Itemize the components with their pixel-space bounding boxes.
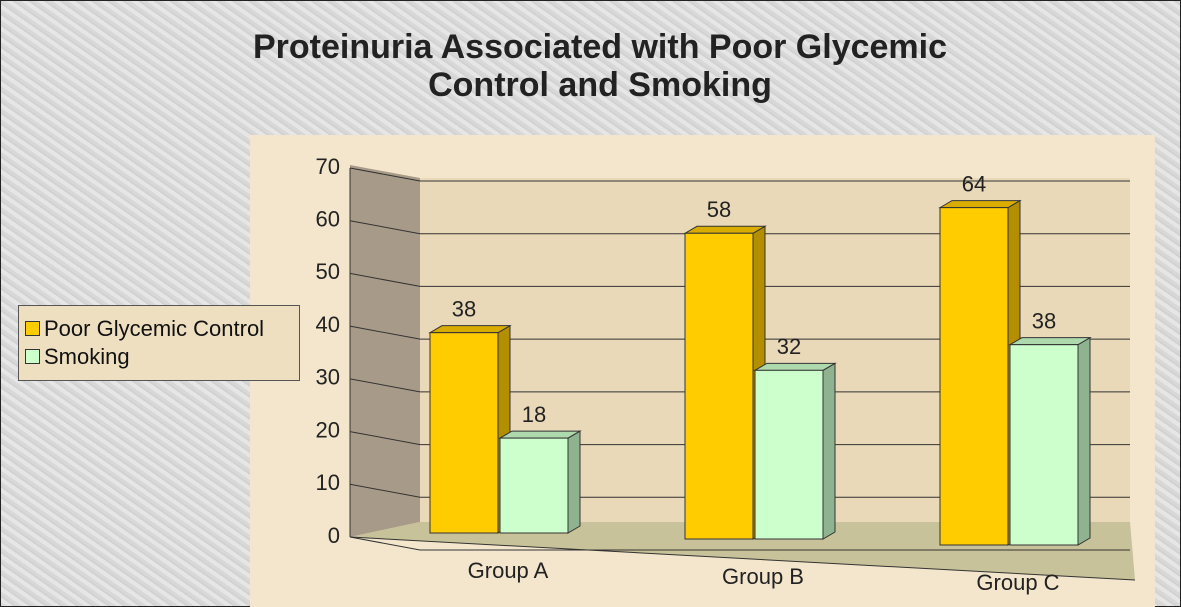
bar xyxy=(753,362,837,540)
grid-line xyxy=(349,272,1130,287)
data-label: 32 xyxy=(777,334,801,359)
grid-line xyxy=(349,483,1130,498)
legend-label: Poor Glycemic Control xyxy=(44,316,265,341)
bar-top xyxy=(1008,337,1092,346)
bar-front xyxy=(939,207,1009,546)
data-label: 64 xyxy=(962,171,986,196)
legend-swatch xyxy=(25,349,40,364)
grid-line xyxy=(349,536,1130,551)
grid-line xyxy=(349,431,1130,446)
x-tick-label: Group A xyxy=(468,558,549,583)
bar-front xyxy=(1009,344,1079,546)
bar xyxy=(938,199,1022,546)
bar-front xyxy=(754,369,824,540)
data-label: 38 xyxy=(1032,308,1056,333)
legend-entry: Smoking xyxy=(25,344,293,370)
chart-title: Proteinuria Associated with Poor Glycemi… xyxy=(252,28,948,104)
y-tick-label: 70 xyxy=(316,154,340,179)
bar-front xyxy=(499,437,569,534)
grid-line xyxy=(349,325,1130,340)
y-tick-label: 10 xyxy=(316,470,340,495)
bar-front xyxy=(684,232,754,540)
bar xyxy=(498,430,582,534)
grid-line xyxy=(349,220,1130,235)
data-label: 58 xyxy=(707,197,731,222)
bar xyxy=(1008,336,1092,546)
y-tick-label: 0 xyxy=(328,523,340,548)
y-tick-label: 60 xyxy=(316,207,340,232)
grid-line xyxy=(349,167,1130,182)
legend: Poor Glycemic Control Smoking xyxy=(18,305,300,381)
bar-top xyxy=(753,362,837,371)
y-tick-label: 50 xyxy=(316,259,340,284)
bar xyxy=(683,225,767,540)
bar-side xyxy=(1077,336,1091,546)
floor xyxy=(350,522,1135,580)
bar-top xyxy=(428,325,512,334)
y-tick-label: 40 xyxy=(316,312,340,337)
grid-line xyxy=(349,378,1130,393)
legend-label: Smoking xyxy=(44,344,130,369)
x-tick-label: Group C xyxy=(976,570,1059,595)
data-label: 18 xyxy=(522,402,546,427)
x-axis xyxy=(349,536,1136,581)
side-wall xyxy=(350,165,420,537)
bar-top xyxy=(683,225,767,234)
y-tick-label: 30 xyxy=(316,365,340,390)
bar xyxy=(428,324,512,534)
bar-side xyxy=(822,362,836,540)
bar-front xyxy=(429,332,499,534)
bar-side xyxy=(567,430,581,534)
bar-top xyxy=(498,430,582,439)
legend-entry: Poor Glycemic Control xyxy=(25,316,293,342)
data-label: 38 xyxy=(452,296,476,321)
bar-top xyxy=(938,200,1022,209)
legend-swatch xyxy=(25,321,40,336)
x-tick-label: Group B xyxy=(722,564,804,589)
y-tick-label: 20 xyxy=(316,417,340,442)
